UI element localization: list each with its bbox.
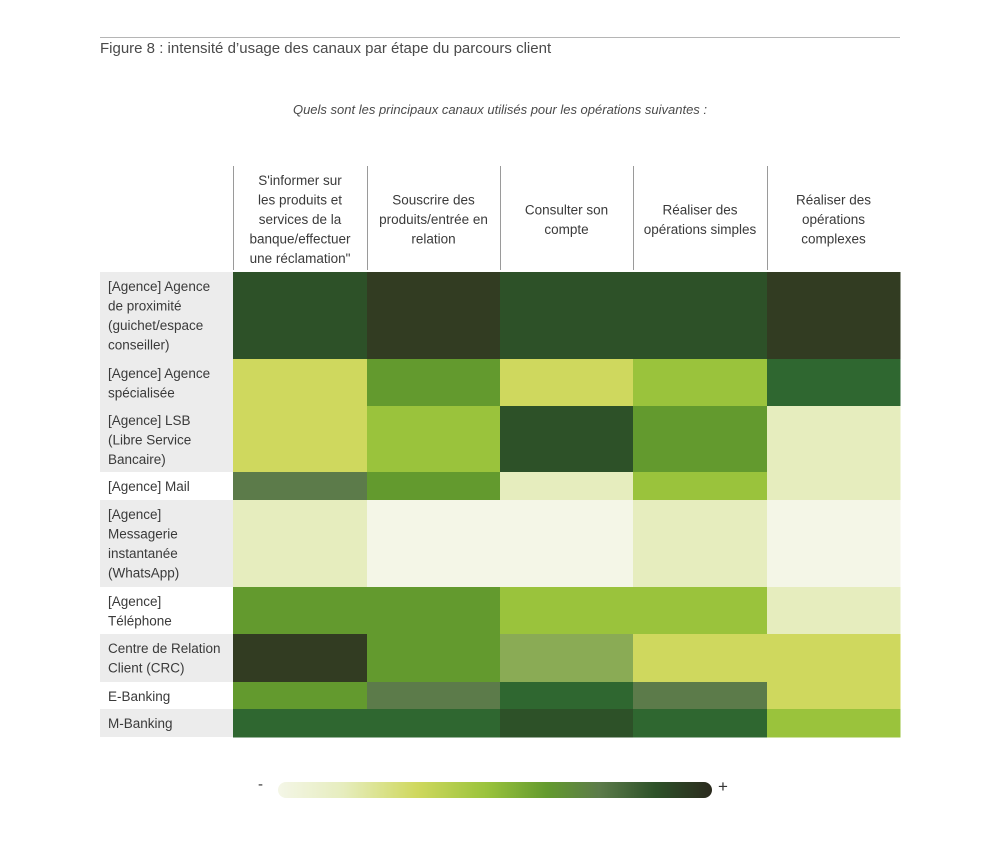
heatmap-cell	[633, 472, 768, 501]
heatmap-cell	[367, 682, 501, 710]
heatmap-cell	[767, 709, 901, 738]
heatmap-cell	[633, 682, 768, 710]
heatmap-cell	[500, 500, 634, 588]
row-label-bg	[100, 634, 233, 682]
row-label: E-Banking	[108, 689, 170, 704]
row-label-bg	[100, 500, 233, 587]
row-label: Messagerie	[108, 527, 178, 542]
heatmap-cell	[500, 406, 634, 473]
row-label: [Agence]	[108, 594, 161, 609]
row-label-bg	[100, 406, 233, 472]
column-header-label: opérations	[802, 212, 865, 227]
column-header-label: complexes	[801, 232, 866, 247]
heatmap-cell	[233, 406, 368, 473]
column-header-label: les produits et	[258, 193, 342, 208]
heatmap-cell	[500, 359, 634, 407]
column-header-label: services de la	[259, 212, 342, 227]
heatmap-cell	[633, 359, 768, 407]
heatmap-cell	[767, 634, 901, 683]
heatmap-cell	[633, 272, 768, 360]
heatmap-cell	[367, 500, 501, 588]
heatmap-cell	[233, 709, 368, 738]
column-header-label: Réaliser des	[796, 193, 871, 208]
heatmap-cell	[500, 472, 634, 501]
heatmap-cell	[233, 682, 368, 710]
row-label: (Libre Service	[108, 433, 191, 448]
column-header-label: opérations simples	[644, 222, 757, 237]
column-header-label: S'informer sur	[258, 173, 342, 188]
heatmap-cell	[367, 587, 501, 635]
legend-gradient-bar	[278, 782, 712, 798]
heatmap-cell	[767, 359, 901, 407]
column-header-label: Consulter son	[525, 202, 608, 217]
row-label: [Agence] LSB	[108, 413, 191, 428]
column-header-label: produits/entrée en	[379, 212, 488, 227]
row-label: conseiller)	[108, 338, 170, 353]
heatmap-cell	[367, 472, 501, 501]
figure-title: Figure 8 : intensité d’usage des canaux …	[100, 40, 552, 57]
heatmap-cell	[233, 272, 368, 360]
heatmap-cell	[367, 406, 501, 473]
row-label: [Agence]	[108, 507, 161, 522]
heatmap-cell	[500, 634, 634, 683]
heatmap-cell	[233, 472, 368, 501]
heatmap-cell	[367, 272, 501, 360]
row-label-bg	[100, 272, 233, 359]
row-label: [Agence] Mail	[108, 479, 190, 494]
top-rule	[100, 37, 900, 38]
heatmap-cell	[500, 682, 634, 710]
row-label: [Agence] Agence	[108, 366, 210, 381]
heatmap-cell	[633, 634, 768, 683]
heatmap-cell	[767, 472, 901, 501]
legend-high-label: +	[718, 777, 728, 796]
intensity-legend: - +	[258, 776, 738, 802]
row-label-bg	[100, 682, 233, 709]
legend-low-label: -	[258, 776, 263, 793]
heatmap-cell	[767, 406, 901, 473]
column-header-label: relation	[411, 232, 455, 247]
heatmap-cell	[767, 500, 901, 588]
column-header-label: compte	[544, 222, 588, 237]
heatmap-cell	[767, 587, 901, 635]
row-label: de proximité	[108, 299, 182, 314]
heatmap-cell	[367, 634, 501, 683]
column-header-label: Réaliser des	[662, 202, 737, 217]
row-label-bg	[100, 359, 233, 406]
row-label: Bancaire)	[108, 452, 166, 467]
row-label-bg	[100, 709, 233, 737]
heatmap-cell	[500, 587, 634, 635]
column-header-label: Souscrire des	[392, 193, 475, 208]
heatmap-cell	[233, 359, 368, 407]
row-label: Centre de Relation	[108, 641, 221, 656]
row-label: Téléphone	[108, 614, 172, 629]
heatmap-cell	[767, 272, 901, 360]
row-label: spécialisée	[108, 386, 175, 401]
row-label: [Agence] Agence	[108, 279, 210, 294]
row-label-bg	[100, 472, 233, 500]
row-label: (guichet/espace	[108, 318, 203, 333]
heatmap-cell	[633, 500, 768, 588]
chart-subtitle: Quels sont les principaux canaux utilisé…	[292, 102, 708, 117]
heatmap-cell	[233, 634, 368, 683]
heatmap-cell	[633, 709, 768, 738]
row-label: Client (CRC)	[108, 661, 185, 676]
heatmap-cell	[500, 272, 634, 360]
row-label: (WhatsApp)	[108, 566, 179, 581]
column-header-label: banque/effectuer	[249, 232, 351, 247]
heatmap-cell	[767, 682, 901, 710]
heatmap-cell	[233, 500, 368, 588]
heatmap-cell	[367, 709, 501, 738]
heatmap-cell	[633, 406, 768, 473]
row-label-bg	[100, 587, 233, 634]
heatmap-cell	[367, 359, 501, 407]
heatmap-cell	[233, 587, 368, 635]
column-header-label: une réclamation"	[250, 251, 351, 266]
heatmap-cell	[500, 709, 634, 738]
heatmap-cell	[633, 587, 768, 635]
row-label: instantanée	[108, 546, 178, 561]
row-label: M-Banking	[108, 716, 173, 731]
